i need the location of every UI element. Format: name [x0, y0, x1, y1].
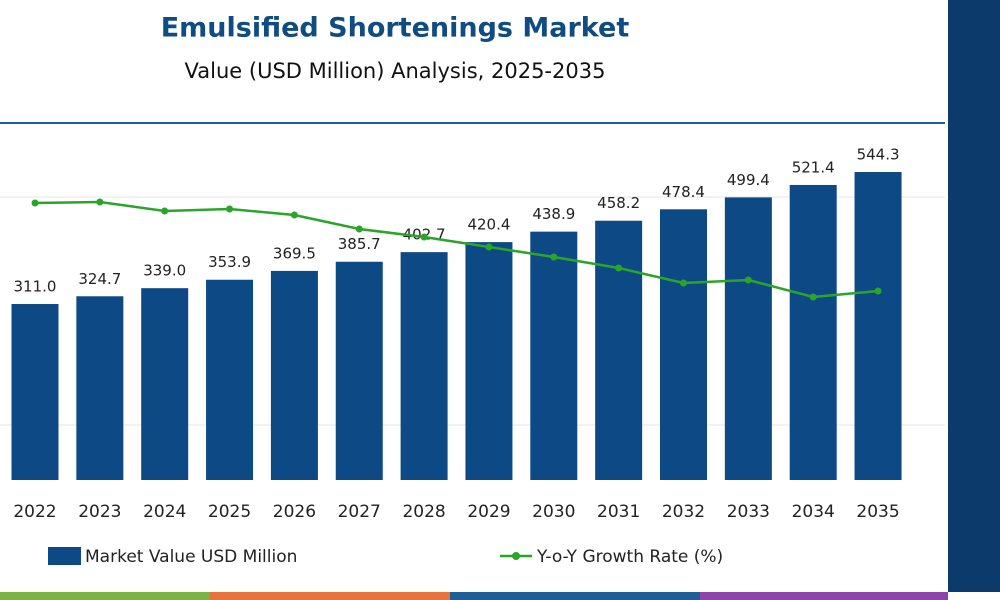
value-label: 544.3: [857, 146, 900, 164]
growth-point: [615, 264, 623, 272]
growth-point: [550, 253, 558, 261]
growth-point: [355, 225, 363, 233]
legend-swatch: [48, 547, 81, 565]
bar: [11, 304, 59, 480]
bar: [724, 197, 772, 480]
bar: [141, 288, 189, 480]
growth-point: [96, 198, 104, 206]
x-tick-label: 2029: [467, 502, 510, 522]
x-tick-label: 2032: [662, 502, 705, 522]
value-label: 353.9: [208, 253, 251, 271]
x-tick-label: 2033: [727, 502, 770, 522]
bar: [465, 242, 513, 480]
footer-stripe: [0, 592, 210, 600]
value-label: 521.4: [792, 158, 835, 176]
bar: [206, 279, 254, 480]
value-label: 499.4: [727, 171, 770, 189]
x-tick-label: 2027: [338, 502, 381, 522]
bar: [660, 209, 707, 480]
bar: [400, 252, 448, 480]
growth-point: [485, 243, 493, 251]
value-label: 385.7: [338, 235, 381, 253]
chart-title: Emulsified Shortenings Market: [161, 13, 630, 44]
legend-label: Market Value USD Million: [85, 547, 297, 567]
growth-point: [31, 199, 39, 207]
bar: [789, 184, 837, 480]
growth-point: [420, 233, 428, 241]
bar: [530, 231, 578, 480]
footer-stripe: [700, 592, 948, 600]
growth-point: [874, 287, 882, 295]
growth-point: [744, 276, 752, 284]
value-label: 311.0: [14, 278, 57, 296]
x-tick-label: 2035: [856, 502, 899, 522]
bar: [595, 220, 643, 480]
x-tick-label: 2024: [143, 502, 186, 522]
x-tick-label: 2023: [78, 502, 121, 522]
growth-point: [290, 211, 298, 219]
bar: [270, 270, 318, 480]
bar: [854, 172, 902, 480]
x-tick-label: 2031: [597, 502, 640, 522]
x-tick-label: 2022: [13, 502, 56, 522]
chart-subtitle: Value (USD Million) Analysis, 2025-2035: [185, 59, 606, 83]
footer-stripe: [450, 592, 700, 600]
growth-point: [161, 207, 169, 215]
value-label: 339.0: [143, 262, 186, 280]
side-panel: [948, 0, 1000, 592]
bar: [76, 296, 124, 480]
bar: [335, 261, 383, 480]
growth-line: [34, 200, 879, 299]
legend-swatch: [512, 552, 520, 560]
x-tick-label: 2026: [273, 502, 316, 522]
value-label: 458.2: [597, 194, 640, 212]
x-tick-label: 2030: [532, 502, 575, 522]
value-label: 369.5: [273, 244, 316, 262]
footer-stripe: [210, 592, 450, 600]
x-tick-label: 2028: [402, 502, 445, 522]
growth-point: [226, 205, 234, 213]
value-label: 438.9: [532, 205, 575, 223]
legend-label: Y-o-Y Growth Rate (%): [536, 547, 723, 567]
value-label: 478.4: [662, 183, 705, 201]
x-tick-label: 2025: [208, 502, 251, 522]
growth-point: [809, 293, 817, 301]
value-label: 420.4: [467, 216, 510, 234]
growth-point: [680, 279, 687, 287]
value-label: 324.7: [78, 270, 121, 288]
x-tick-label: 2034: [792, 502, 835, 522]
